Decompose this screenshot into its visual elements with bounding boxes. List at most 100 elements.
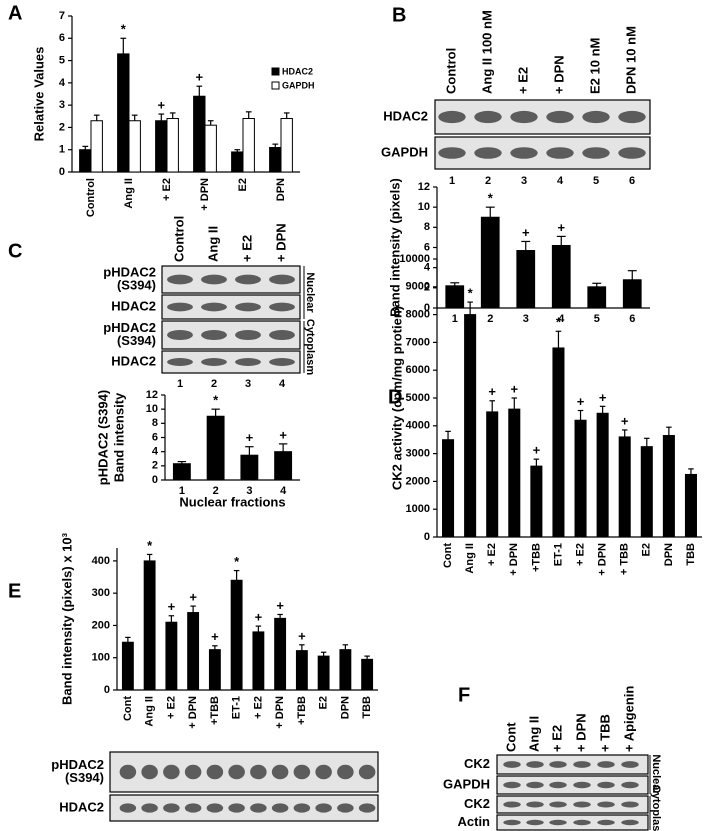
blot-band [184, 764, 202, 780]
bar [339, 649, 352, 691]
x-tick-label: + E2 [574, 543, 586, 566]
x-tick-label: + DPN [187, 696, 199, 729]
y-tick-label: 4 [152, 446, 159, 458]
y-tick-label: 0 [152, 474, 158, 486]
bar [187, 612, 200, 691]
x-tick-label: + DPN [597, 543, 609, 576]
x-tick-label: Cont [442, 543, 454, 568]
blot-band [546, 147, 574, 159]
y-axis-label: Relative Values [31, 47, 46, 142]
y-tick-label: 10 [146, 403, 158, 415]
y-tick-label: 8 [424, 221, 430, 233]
error-bar [125, 636, 131, 643]
y-tick-label: 3 [59, 99, 65, 111]
significance-marker: + [189, 590, 197, 605]
error-bar [666, 426, 672, 436]
blot-band [167, 274, 193, 285]
blot-band [618, 147, 646, 159]
y-tick-label: 0 [424, 302, 430, 314]
row-label: pHDAC2 [103, 320, 156, 335]
x-tick-label: + E2 [486, 543, 498, 566]
significance-marker: * [121, 22, 127, 37]
blot-band [597, 801, 615, 808]
blot-band [358, 803, 376, 813]
significance-marker: + [298, 628, 306, 643]
blot-band [315, 803, 332, 813]
lane-number: 6 [629, 175, 635, 187]
y-tick-label: 7 [59, 10, 65, 22]
lane-label: Ang II [526, 716, 541, 752]
y-tick-label: 1000 [406, 503, 430, 515]
lane-label: E2 10 nM [587, 38, 602, 94]
blot-band [119, 764, 137, 780]
lane-label: Control [171, 216, 186, 262]
bar [640, 446, 653, 538]
error-bar [445, 430, 451, 440]
bar [166, 118, 179, 173]
bar [587, 286, 607, 309]
x-tick-label: Ang II [464, 543, 476, 574]
x-tick-label: TBB [685, 543, 697, 566]
y-tick-label: 8000 [406, 309, 430, 321]
panel-letter: B [392, 4, 406, 26]
blot-band [269, 274, 295, 285]
lane-number: 5 [593, 175, 599, 187]
panel-letter: A [8, 2, 22, 24]
x-tick-label: 2 [487, 313, 493, 325]
blot-band [618, 110, 646, 124]
bar [121, 641, 134, 691]
blot-band [271, 803, 289, 813]
bar [464, 314, 477, 538]
bar [552, 347, 565, 538]
y-tick-label: 0 [59, 166, 65, 178]
blot-band [269, 329, 295, 341]
y-tick-label: 12 [146, 389, 158, 401]
blot-strip [161, 350, 301, 374]
lane-label: + E2 [239, 235, 254, 262]
blot-band [269, 302, 295, 312]
blot-band [510, 110, 538, 124]
lane-label: + E2 [515, 67, 530, 94]
error-bar [533, 458, 540, 467]
blot-band [582, 110, 610, 124]
bar [486, 411, 499, 538]
blot-band [358, 764, 376, 780]
error-bar [211, 408, 220, 417]
blot-band [573, 781, 591, 789]
x-tick-label: 1 [179, 485, 185, 497]
blot-band [201, 329, 227, 341]
row-label: CK2 [464, 756, 490, 771]
x-tick-label: E2 [641, 543, 653, 556]
x-tick-label: +TBB [296, 696, 308, 725]
error-bar [644, 437, 650, 447]
y-tick-label: 9000 [406, 281, 430, 293]
y-tick-label: 100 [92, 652, 110, 664]
error-bar [131, 114, 138, 121]
bar [206, 415, 225, 481]
bar [622, 279, 642, 309]
y-tick-label: 10 [418, 201, 430, 213]
y-tick-label: 12 [418, 181, 430, 193]
error-bar [233, 569, 240, 581]
significance-marker: + [621, 413, 629, 428]
row-label: HDAC2 [59, 799, 104, 814]
side-label: Nuclear [304, 272, 316, 313]
bar [208, 649, 221, 691]
error-bar [342, 644, 349, 650]
bar [240, 454, 259, 481]
y-tick-label: 2000 [406, 475, 430, 487]
row-label: Actin [458, 814, 491, 829]
blot-band [141, 764, 158, 780]
y-tick-label: 0 [424, 531, 430, 543]
y-tick-label: 400 [92, 555, 110, 567]
error-bar [120, 37, 127, 54]
significance-marker: + [246, 430, 254, 445]
x-tick-label: + DPN [274, 696, 286, 729]
error-bar [272, 143, 279, 148]
x-tick-label: + DPN [508, 543, 520, 576]
blot-band [526, 801, 544, 808]
blot-band [621, 801, 639, 808]
bar [204, 124, 217, 173]
blot-band [597, 781, 615, 789]
